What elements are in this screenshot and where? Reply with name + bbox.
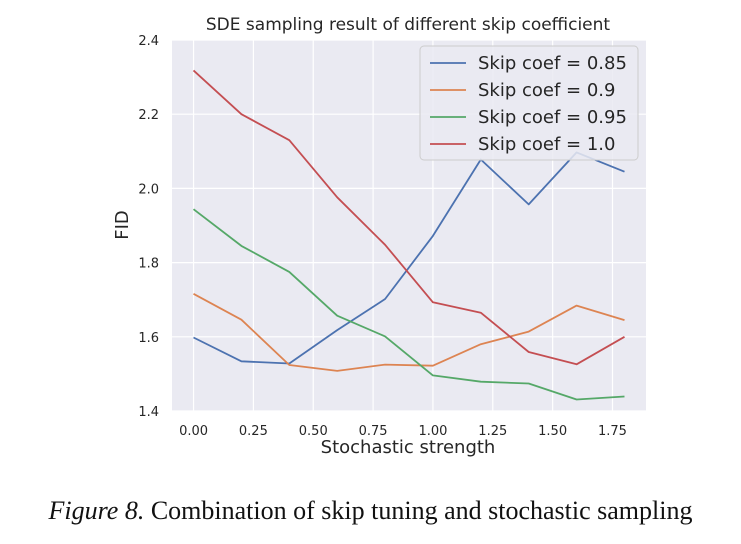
caption-text: Combination of skip tuning and stochasti…: [150, 496, 693, 525]
legend-label: Skip coef = 0.9: [478, 80, 615, 101]
x-tick-label: 0.75: [359, 424, 388, 439]
x-tick-label: 1.50: [538, 424, 567, 439]
y-tick-label: 2.0: [138, 182, 159, 197]
x-tick-labels: 0.00 0.25 0.50 0.75 1.00 1.25 1.50 1.75: [179, 424, 627, 439]
legend-label: Skip coef = 1.0: [478, 134, 615, 155]
x-tick-label: 0.00: [179, 424, 208, 439]
legend-label: Skip coef = 0.85: [478, 53, 627, 74]
x-tick-label: 1.00: [418, 424, 447, 439]
y-tick-labels: 1.4 1.6 1.8 2.0 2.2 2.4: [138, 34, 159, 420]
y-tick-label: 2.2: [138, 108, 159, 123]
x-tick-label: 1.75: [598, 424, 627, 439]
series-line-2: [192, 208, 625, 401]
figure-caption: Figure 8. Combination of skip tuning and…: [0, 496, 741, 526]
chart-title: SDE sampling result of different skip co…: [206, 15, 611, 35]
legend: Skip coef = 0.85 Skip coef = 0.9 Skip coef…: [419, 45, 639, 161]
x-tick-label: 1.25: [478, 424, 507, 439]
figure: SDE sampling result of different skip co…: [112, 15, 646, 458]
caption-label: Figure 8.: [48, 496, 145, 525]
legend-label: Skip coef = 0.95: [478, 107, 627, 128]
series-line-3: [192, 69, 625, 366]
series-line-0: [193, 151, 625, 365]
series-lines: [192, 69, 625, 401]
x-tick-label: 0.50: [299, 424, 328, 439]
line-chart: SDE sampling result of different skip co…: [112, 15, 646, 458]
x-axis-label: Stochastic strength: [321, 437, 496, 458]
y-tick-label: 1.6: [138, 331, 159, 346]
legend-box: [419, 45, 639, 161]
y-tick-label: 2.4: [138, 34, 159, 49]
y-tick-label: 1.8: [138, 257, 159, 272]
y-axis-label: FID: [112, 210, 133, 240]
series-line-1: [193, 293, 625, 372]
y-tick-label: 1.4: [138, 405, 159, 420]
x-tick-label: 0.25: [239, 424, 268, 439]
